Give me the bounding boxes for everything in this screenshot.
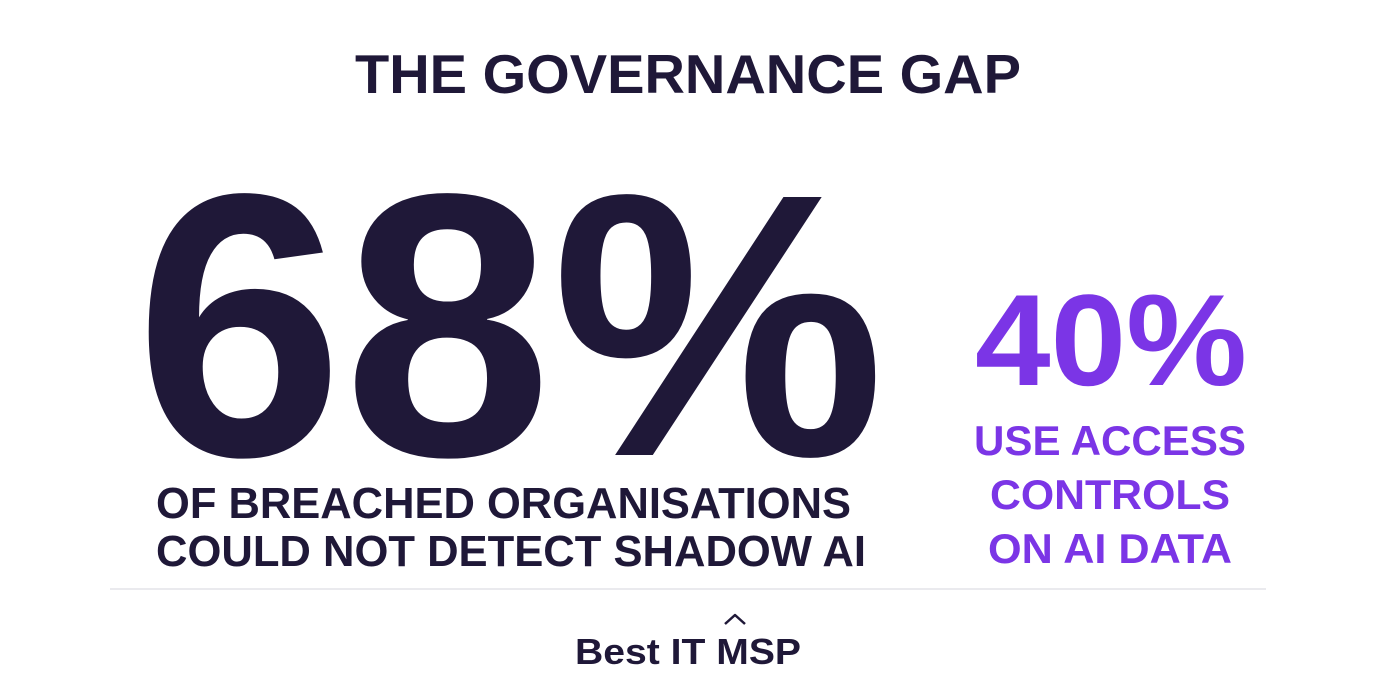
side-stat-value: 40% [975,267,1247,413]
brand: Best IT MSP [575,631,801,672]
side-stat-caption: ON AI DATA [988,525,1232,572]
logo-caret [724,613,746,625]
main-stat-caption: OF BREACHED ORGANISATIONS [156,479,851,528]
main-stat-value: 68% [135,117,885,535]
main-stat-caption: COULD NOT DETECT SHADOW AI [156,527,866,576]
side-stat-caption: USE ACCESS [974,417,1246,464]
title: THE GOVERNANCE GAP [355,43,1021,105]
side-stat-caption: CONTROLS [990,471,1230,518]
